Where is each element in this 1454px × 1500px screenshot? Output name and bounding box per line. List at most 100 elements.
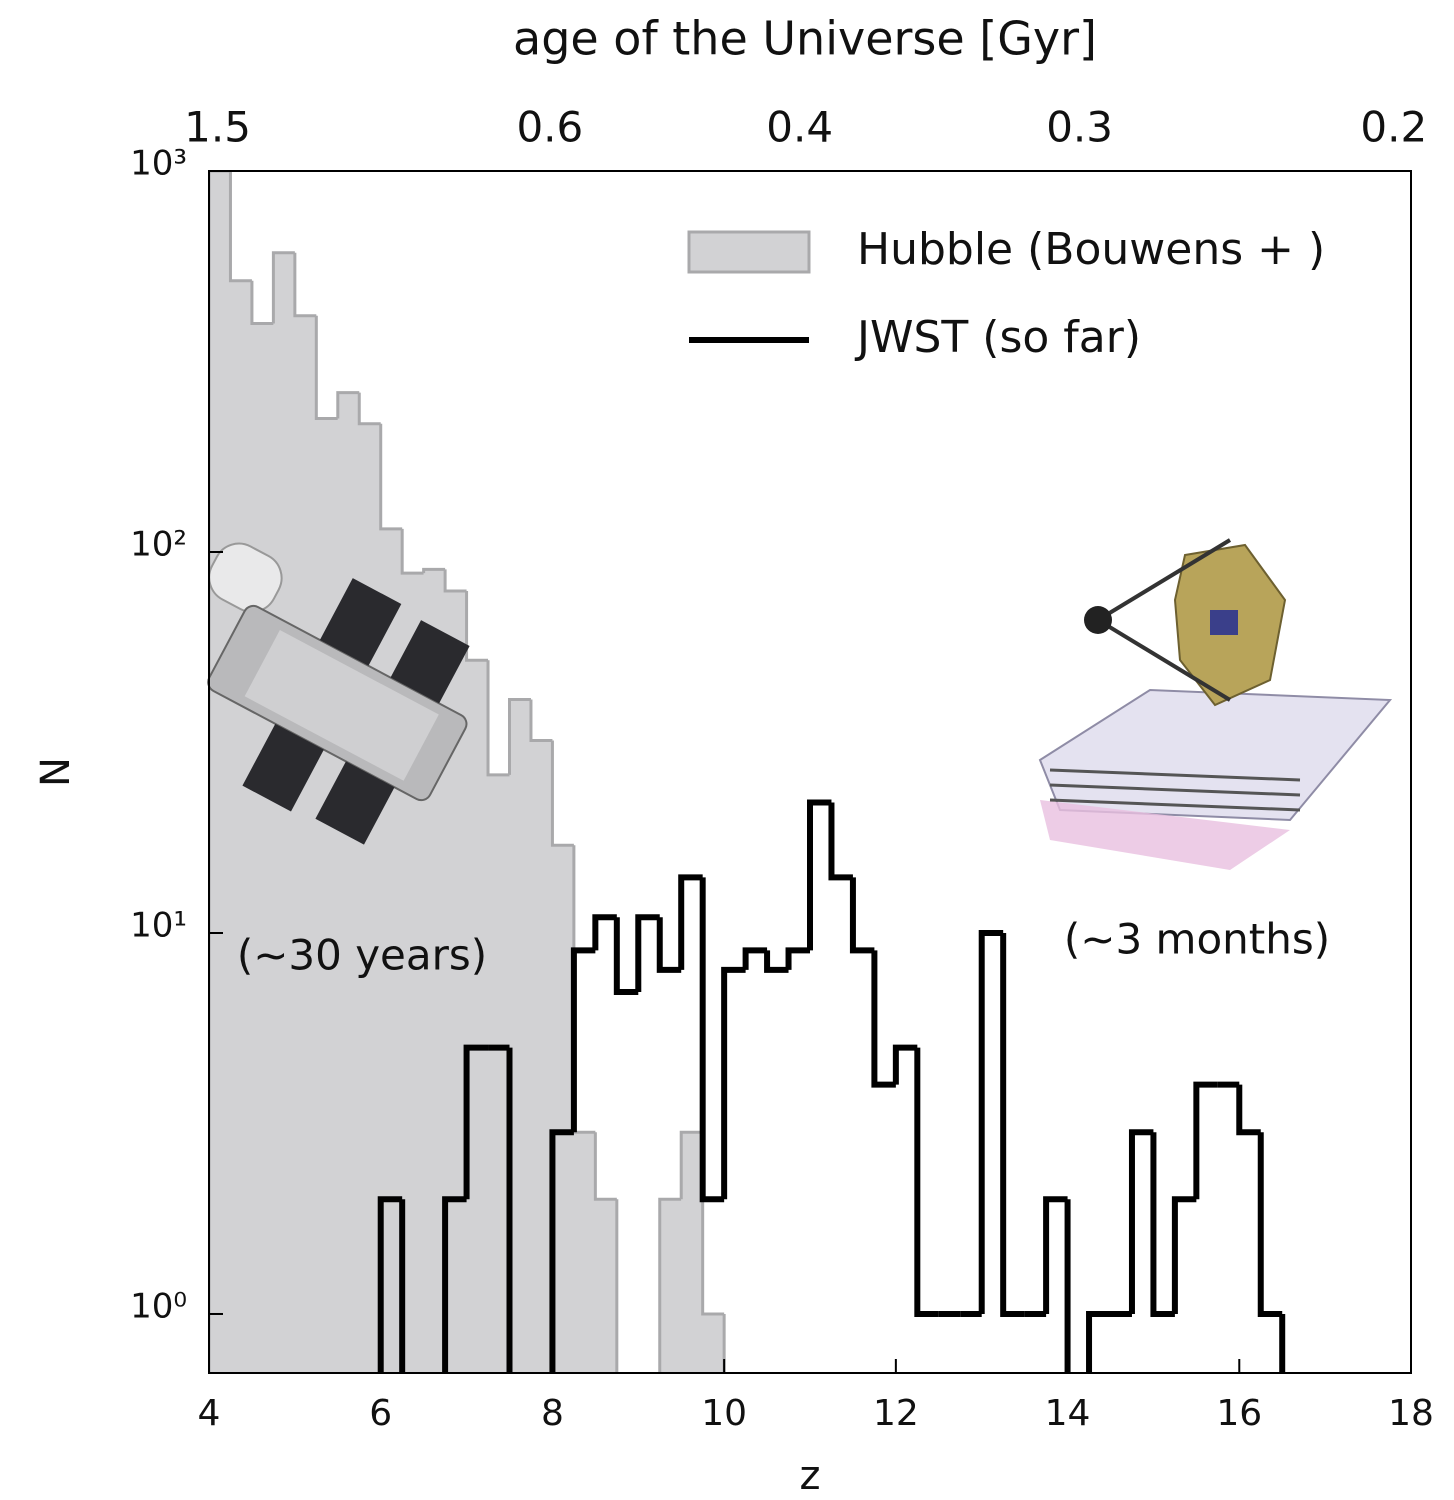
hubble-edge: [250, 280, 274, 325]
legend-label: JWST (so far): [854, 312, 1141, 363]
hubble-illustration: [207, 542, 470, 845]
hubble-edge: [679, 1130, 703, 1200]
jwst-step: [678, 874, 703, 970]
jwst-step: [978, 929, 1004, 1314]
hubble-bar: [681, 1132, 704, 1373]
hubble-edge: [508, 698, 531, 775]
top-axis-title: age of the Universe [Gyr]: [513, 12, 1097, 66]
hubble-edge: [658, 1197, 682, 1373]
jwst-step: [592, 914, 617, 951]
hubble-edge: [314, 315, 338, 421]
x-axis-label: z: [800, 1453, 821, 1496]
jwst-step: [828, 802, 853, 881]
hubble-bar: [230, 280, 253, 1373]
jwst-step: [1086, 1310, 1111, 1373]
x-tick-label: 14: [1045, 1393, 1091, 1434]
jwst-step: [785, 947, 810, 970]
hubble-edge: [293, 252, 317, 318]
hubble-edge: [550, 740, 574, 847]
hubble-bar: [659, 1199, 682, 1373]
hubble-bar: [488, 774, 510, 1373]
jwst-step: [442, 1196, 467, 1373]
jwst-step: [1000, 932, 1025, 1317]
hubble-edge: [271, 251, 295, 324]
jwst-step: [1193, 1081, 1218, 1200]
jwst-step: [549, 1129, 574, 1373]
jwst-step: [377, 1196, 403, 1373]
hubble-edge: [701, 1132, 725, 1316]
legend-swatch: [687, 230, 811, 274]
x-tick-label: 10: [701, 1393, 747, 1434]
jwst-step: [613, 917, 639, 996]
hubble-bar: [209, 171, 231, 1373]
hubble-bar: [702, 1313, 725, 1373]
y-tick-label: 10⁰: [130, 1286, 187, 1326]
legend-label: Hubble (Bouwens + ): [857, 224, 1325, 275]
hubble-edge: [379, 423, 403, 531]
jwst-illustration: [1038, 538, 1393, 870]
jwst-step: [463, 1044, 489, 1200]
jwst-step: [764, 950, 789, 973]
x-tick-label: 4: [198, 1393, 221, 1434]
hubble-bar: [573, 1132, 596, 1373]
x-tick-label: 16: [1216, 1393, 1262, 1434]
top-tick-label: 0.2: [1360, 103, 1427, 152]
top-tick-label: 0.6: [516, 103, 583, 152]
jwst-step: [699, 877, 725, 1203]
hubble-bar: [445, 590, 468, 1373]
top-tick-label: 0.4: [766, 103, 833, 152]
jwst-step: [1257, 1132, 1283, 1317]
hubble-bar: [337, 392, 360, 1373]
y-axis-label: N: [33, 757, 79, 787]
hubble-bar: [251, 323, 274, 1373]
jwst-step: [399, 1199, 406, 1373]
hubble-bar: [595, 1199, 618, 1373]
jwst-step: [807, 799, 832, 951]
annotation: (~3 months): [1064, 915, 1330, 964]
hubble-edge: [443, 569, 467, 593]
jwst-step: [1171, 1196, 1197, 1314]
y-tick-label: 10²: [130, 524, 187, 564]
hubble-edge: [529, 699, 553, 743]
hubble-edge: [486, 660, 510, 777]
hubble-edge: [572, 845, 596, 1134]
jwst-step: [1064, 1199, 1071, 1373]
x-tick-label: 18: [1388, 1393, 1434, 1434]
jwst-step: [849, 877, 875, 954]
hubble-bar: [316, 418, 339, 1373]
hubble-edge: [593, 1132, 617, 1201]
hubble-edge: [228, 171, 252, 283]
jwst-step: [914, 1047, 939, 1317]
jwst-step: [892, 1044, 918, 1085]
jwst-step: [506, 1047, 513, 1373]
y-tick-label: 10³: [130, 144, 187, 184]
jwst-step: [871, 950, 896, 1088]
hubble-edge: [465, 590, 489, 662]
jwst-step: [635, 914, 660, 993]
hubble-bar: [530, 740, 553, 1373]
hubble-bar: [294, 315, 317, 1373]
hubble-bar: [552, 845, 575, 1373]
jwst-step: [1043, 1196, 1068, 1314]
jwst-step: [1236, 1084, 1261, 1136]
hubble-bar: [509, 699, 532, 1373]
plot-frame: [208, 170, 1412, 1374]
hubble-edge: [615, 1199, 619, 1373]
annotation: (~30 years): [237, 931, 487, 980]
hubble-edge: [357, 392, 381, 426]
y-tick-label: 10¹: [130, 905, 187, 945]
jwst-step: [570, 947, 596, 1133]
hubble-bar: [273, 252, 296, 1373]
hubble-edge: [422, 567, 446, 574]
jwst-step: [742, 947, 768, 970]
hubble-bar: [466, 660, 489, 1373]
jwst-step: [656, 917, 682, 973]
hubble-edge: [336, 391, 360, 419]
x-tick-label: 6: [369, 1393, 392, 1434]
jwst-step: [1150, 1132, 1175, 1317]
jwst-step: [721, 966, 746, 1200]
hubble-edge: [400, 528, 424, 575]
top-tick-label: 0.3: [1046, 103, 1113, 152]
